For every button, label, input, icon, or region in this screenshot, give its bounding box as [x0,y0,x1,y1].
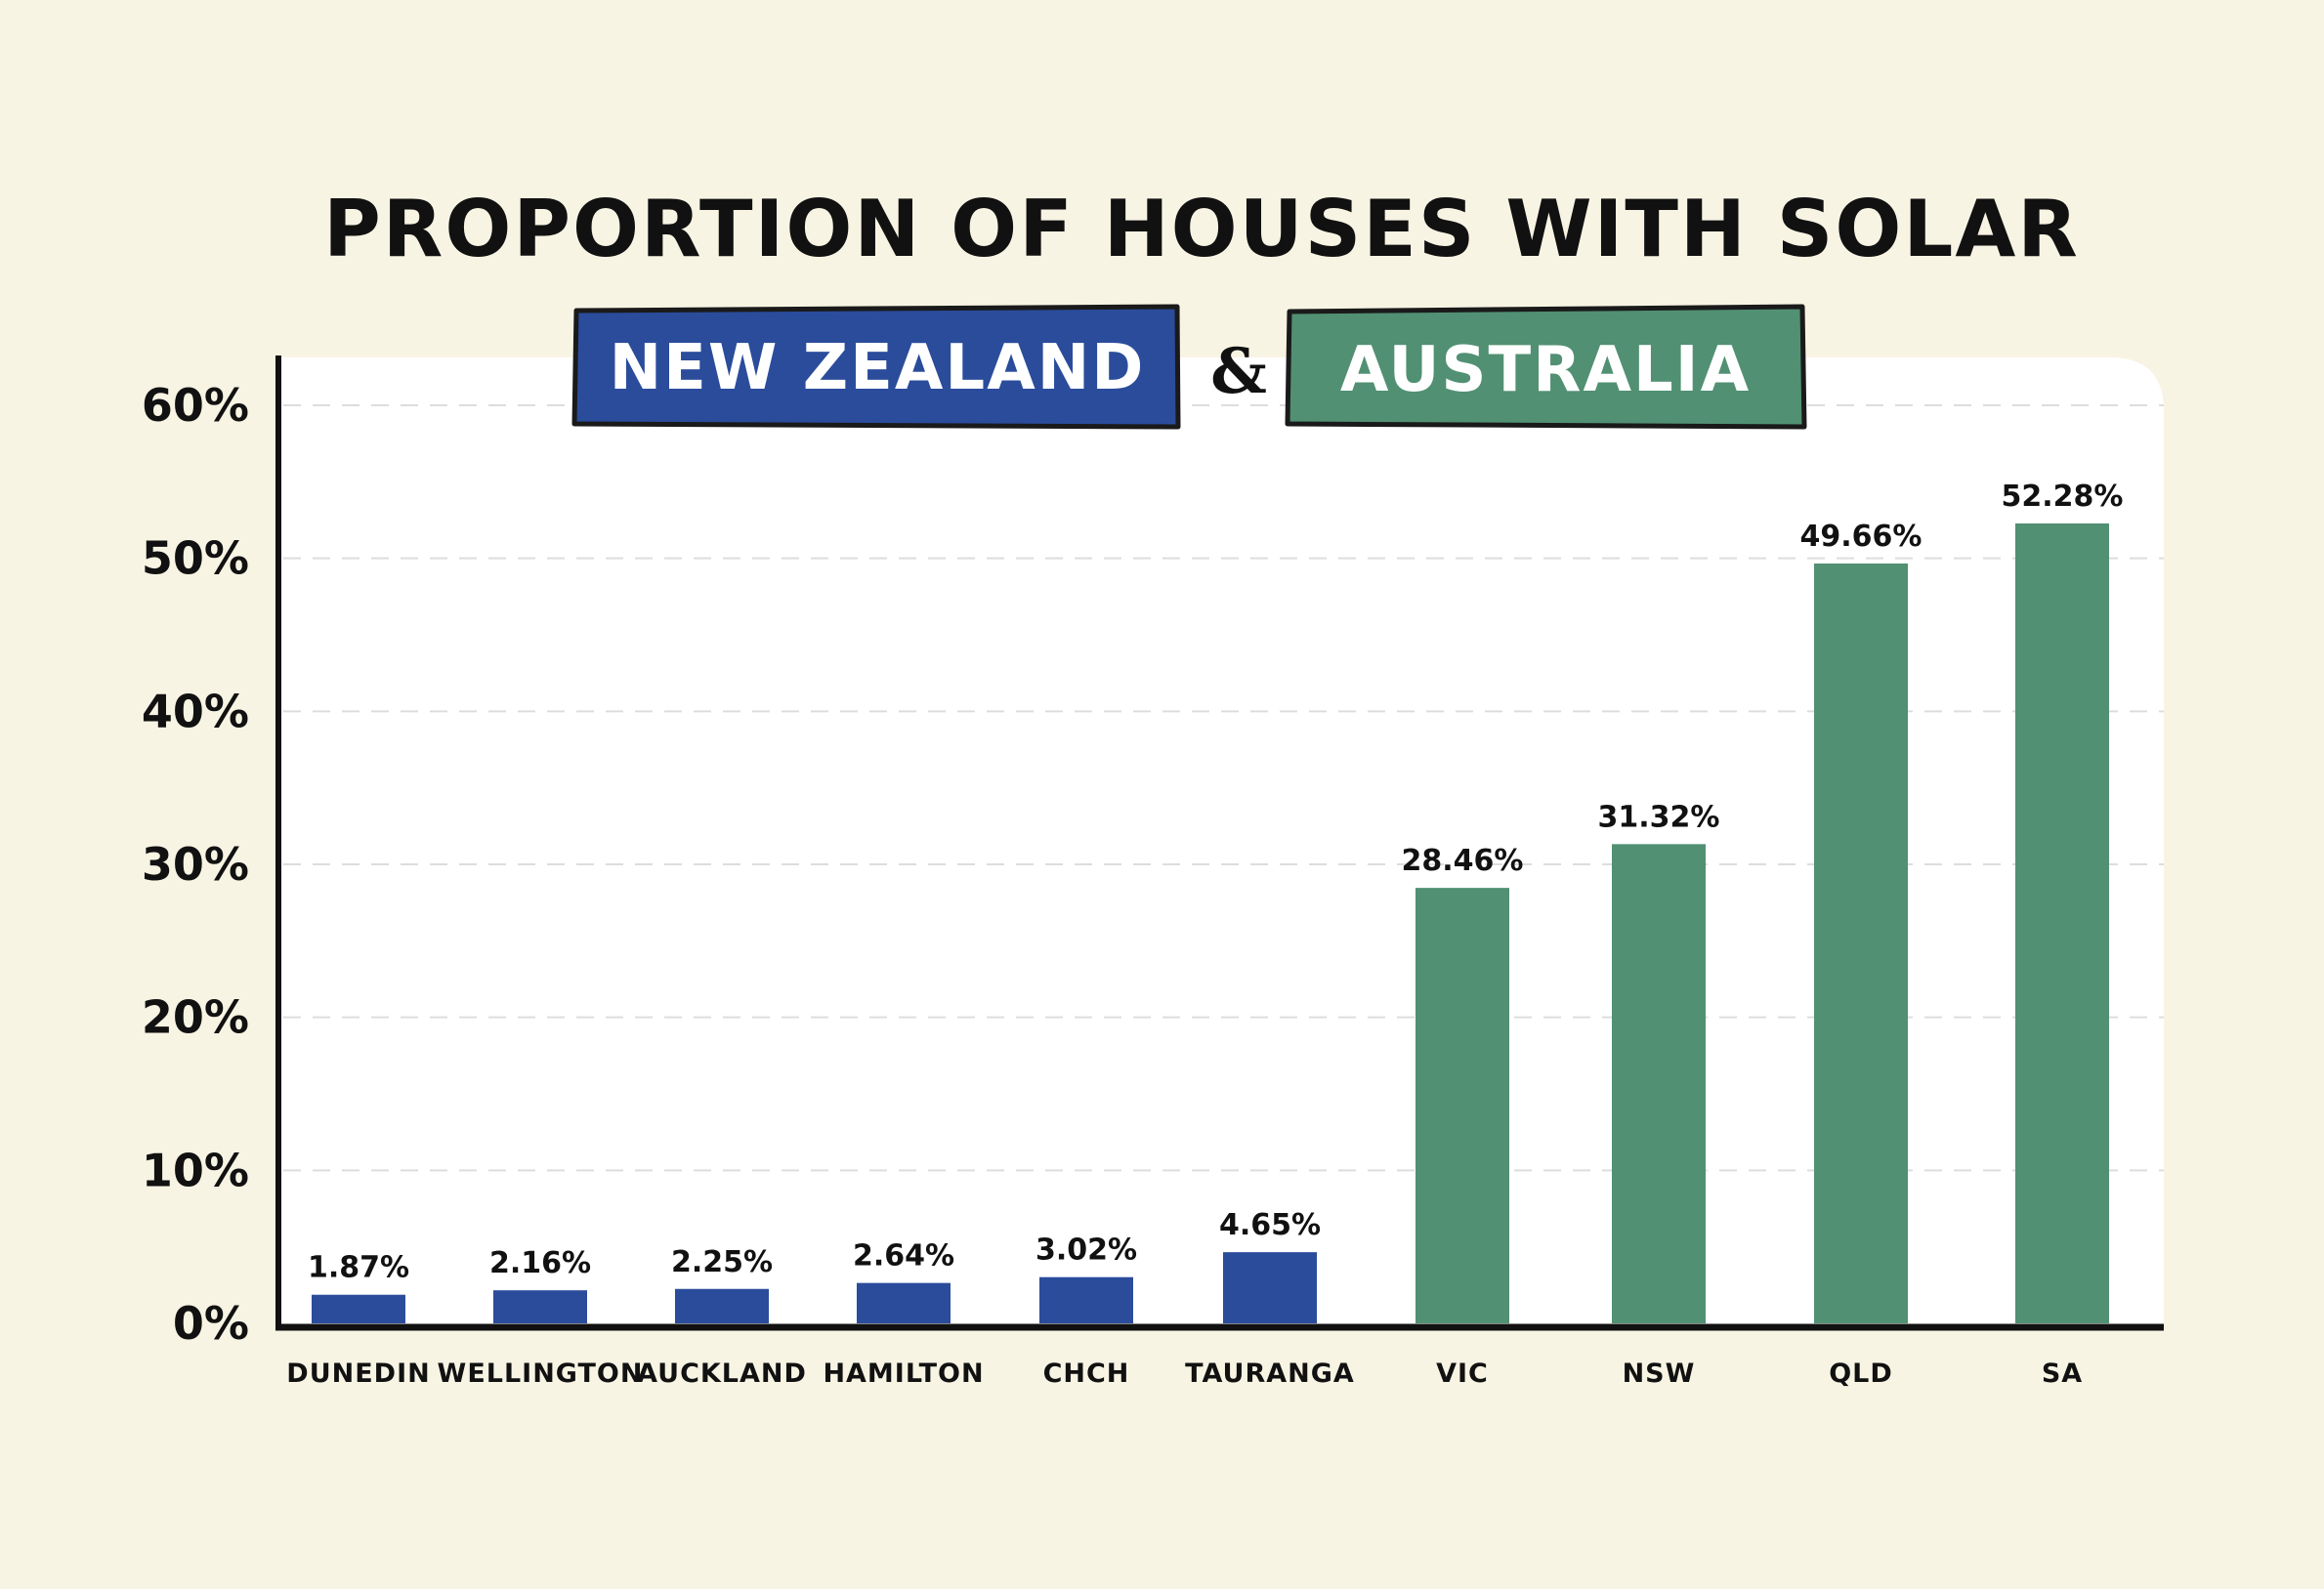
x-tick-label: CHCH [1043,1359,1130,1389]
x-tick-label: WELLINGTON [438,1359,644,1389]
australia-badge: AUSTRALIA [1285,304,1807,430]
bar [1223,1252,1317,1323]
chart-title: PROPORTION OF HOUSES WITH SOLAR [323,184,2080,274]
bar [2015,523,2109,1323]
y-tick-label: 10% [142,1144,249,1196]
data-label: 52.28% [2002,480,2124,514]
x-tick-label: QLD [1829,1359,1893,1389]
data-label: 2.16% [489,1246,591,1280]
x-tick-label: VIC [1436,1359,1489,1389]
x-tick-label: DUNEDIN [286,1359,430,1389]
y-tick-label: 40% [142,685,249,737]
data-label: 2.25% [671,1245,773,1279]
data-label: 4.65% [1219,1208,1321,1242]
y-tick-label: 30% [142,838,249,891]
badge-connector: & [1210,335,1267,408]
x-tick-label: SA [2042,1359,2083,1389]
y-axis-ticks: 0% 10% 20% 30% 40% 50% 60% [142,379,249,1350]
bars [312,523,2109,1323]
data-label: 3.02% [1035,1234,1137,1268]
bar [1416,888,1509,1323]
y-tick-label: 0% [173,1297,249,1350]
australia-badge-box [1285,304,1807,430]
data-label: 49.66% [1800,520,1923,554]
x-tick-label: AUCKLAND [637,1359,807,1389]
x-tick-label: TAURANGA [1185,1359,1355,1389]
bar [1612,844,1706,1323]
x-tick-label: NSW [1623,1359,1696,1389]
y-tick-label: 20% [142,991,249,1044]
bar [857,1282,951,1323]
australia-badge-label: AUSTRALIA [1340,334,1751,406]
data-label: 1.87% [308,1251,409,1285]
data-label: 28.46% [1402,844,1524,878]
bar [1039,1276,1133,1323]
new-zealand-badge-label: NEW ZEALAND [610,332,1146,404]
new-zealand-badge: NEW ZEALAND [571,304,1181,430]
bar [493,1290,587,1323]
bar [312,1294,405,1323]
x-tick-label: HAMILTON [823,1359,984,1389]
new-zealand-badge-box [571,304,1181,430]
data-labels: 1.87% 2.16% 2.25% 2.64% 3.02% 4.65% 28.46% 31.3… [308,480,2124,1285]
bar [1814,563,1908,1323]
y-tick-label: 50% [142,532,249,585]
y-tick-label: 60% [142,379,249,432]
bar [675,1288,769,1323]
data-label: 31.32% [1598,800,1720,834]
data-label: 2.64% [853,1239,954,1274]
